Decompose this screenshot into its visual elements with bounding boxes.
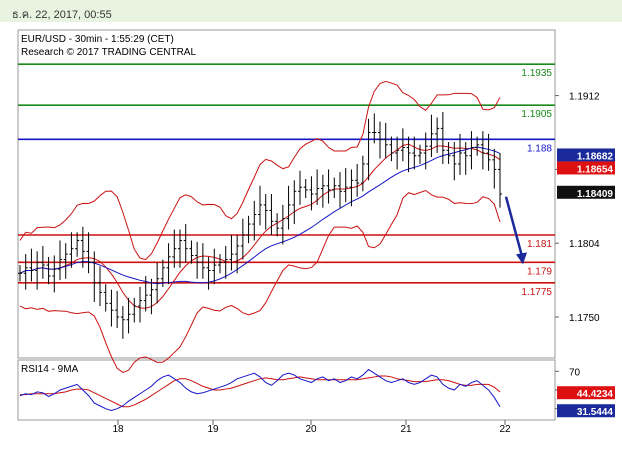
price-box-label: 1.18682 <box>577 151 614 162</box>
lower-band <box>19 189 501 374</box>
price-box-label: 1.18409 <box>577 189 614 200</box>
level-label: 1.1775 <box>521 287 552 298</box>
timestamp-bar: ธ.ค. 22, 2017, 00:55 <box>0 0 622 22</box>
rsi-tick-label: 70 <box>569 367 581 378</box>
y-tick-label: 1.1804 <box>569 239 600 250</box>
timestamp: ธ.ค. 22, 2017, 00:55 <box>12 9 112 21</box>
rsi-title: RSI14 - 9MA <box>21 364 79 375</box>
x-tick-label: 22 <box>499 424 511 435</box>
y-tick-label: 1.1750 <box>569 313 600 324</box>
level-label: 1.188 <box>527 143 552 154</box>
chart-title: EUR/USD - 30min - 1:55:29 (CET) <box>21 34 174 45</box>
x-tick-label: 20 <box>305 424 317 435</box>
level-label: 1.1935 <box>521 68 552 79</box>
rsi-value-label: 44.4234 <box>577 389 614 400</box>
rsi-value-box <box>557 404 615 418</box>
level-label: 1.181 <box>527 239 552 250</box>
y-tick-label: 1.1912 <box>569 92 600 103</box>
x-tick-label: 19 <box>207 424 219 435</box>
x-tick-label: 18 <box>112 424 124 435</box>
x-tick-label: 21 <box>400 424 412 435</box>
rsi-ma-line <box>20 375 501 408</box>
moving-average <box>19 146 501 285</box>
price-box-label: 1.18654 <box>577 164 614 175</box>
price-plot-frame <box>17 29 556 359</box>
chart-subtitle: Research © 2017 TRADING CENTRAL <box>21 47 196 58</box>
level-label: 1.179 <box>527 266 552 277</box>
upper-band <box>19 80 501 261</box>
price-box <box>557 148 615 162</box>
forecast-arrow-head <box>516 252 527 265</box>
price-box <box>557 185 615 199</box>
forecast-arrow <box>504 196 524 257</box>
rsi-value-label: 31.5444 <box>577 407 614 418</box>
rsi-plot-frame <box>17 359 556 421</box>
price-box <box>557 161 615 175</box>
rsi-line <box>19 368 501 412</box>
rsi-value-box <box>557 386 615 400</box>
level-label: 1.1905 <box>521 109 552 120</box>
